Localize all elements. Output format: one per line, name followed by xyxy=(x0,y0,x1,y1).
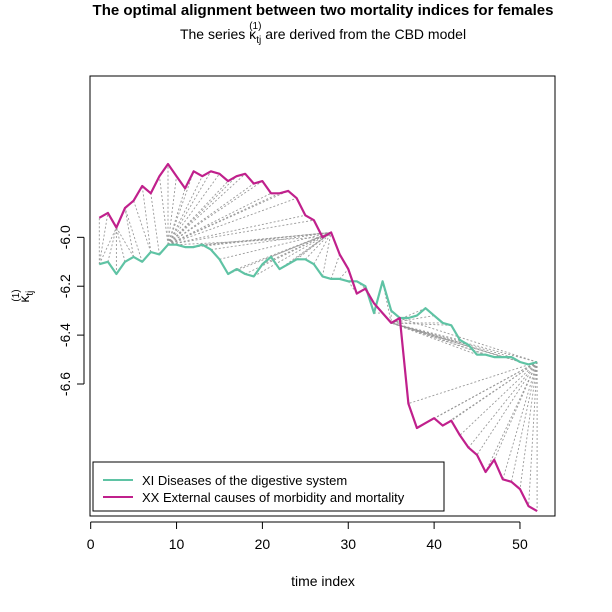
alignment-line xyxy=(391,322,478,356)
y-tick-label: -6.6 xyxy=(57,372,73,396)
alignment-line xyxy=(339,268,349,280)
y-tick-label: -6.0 xyxy=(57,225,73,249)
alignment-line xyxy=(528,361,538,507)
alignment-line xyxy=(167,190,289,246)
alignment-line xyxy=(167,175,203,245)
y-tick-label: -6.4 xyxy=(57,323,73,347)
alignment-line xyxy=(262,231,332,265)
alignment-line xyxy=(124,207,135,257)
alignment-line xyxy=(133,200,152,253)
subtitle-prefix: The series κ xyxy=(180,26,257,42)
y-axis-title-subscript: tj xyxy=(25,291,36,296)
plot-border xyxy=(89,75,556,517)
alignment-line xyxy=(167,176,177,245)
alignment-line xyxy=(167,173,246,246)
alignment-line xyxy=(167,173,220,245)
x-tick-label: 0 xyxy=(87,536,95,552)
alignment-line xyxy=(459,361,538,436)
alignment-lines xyxy=(98,164,538,512)
alignment-line xyxy=(167,214,306,246)
x-tick-label: 30 xyxy=(340,536,356,552)
alignment-line xyxy=(202,231,332,246)
alignment-line xyxy=(124,207,143,262)
alignment-line xyxy=(270,231,332,258)
subtitle-suffix: are derived from the CBD model xyxy=(261,26,466,42)
alignment-line xyxy=(167,175,237,246)
alignment-line xyxy=(167,180,229,246)
y-tick-label: -6.2 xyxy=(57,274,73,298)
alignment-line xyxy=(167,192,272,246)
alignment-line xyxy=(98,212,109,265)
chart-subtitle: The series κtj (1) are derived from the C… xyxy=(180,21,466,46)
alignment-line xyxy=(116,227,134,258)
subtitle-subscript: tj xyxy=(256,35,261,46)
alignment-line xyxy=(150,193,160,255)
alignment-line xyxy=(391,315,435,324)
alignment-line xyxy=(107,227,117,262)
x-tick-label: 50 xyxy=(512,536,528,552)
series-line-digestive xyxy=(99,243,538,366)
alignment-line xyxy=(391,322,538,363)
alignment-line xyxy=(493,361,538,460)
series-line-external xyxy=(98,162,538,513)
alignment-line xyxy=(158,176,169,245)
alignment-line xyxy=(167,192,280,246)
alignment-line xyxy=(304,232,332,260)
alignment-line xyxy=(476,361,538,456)
y-axis: -6.6 -6.4 -6.2 -6.0 xyxy=(57,225,85,396)
alignment-line xyxy=(115,227,126,262)
alignment-line xyxy=(502,361,538,480)
legend-box xyxy=(92,461,445,512)
y-axis-title-symbol: κ xyxy=(16,295,32,303)
alignment-line xyxy=(167,183,255,246)
legend-label-digestive: XI Diseases of the digestive system xyxy=(142,473,347,488)
alignment-line xyxy=(451,361,538,422)
alignment-line xyxy=(485,361,538,473)
alignment-line xyxy=(210,231,332,251)
alignment-line xyxy=(330,254,341,280)
legend-label-external: XX External causes of morbidity and mort… xyxy=(142,490,405,505)
alignment-line xyxy=(322,232,332,277)
alignment-line xyxy=(167,197,297,246)
subtitle-superscript: (1) xyxy=(249,21,261,32)
alignment-line xyxy=(167,219,314,246)
alignment-line xyxy=(193,231,332,248)
series-lines xyxy=(98,162,538,513)
chart-title: The optimal alignment between two mortal… xyxy=(93,2,554,19)
alignment-line xyxy=(141,185,152,253)
x-axis-title: time index xyxy=(291,573,355,589)
alignment-line xyxy=(433,361,538,419)
alignment-line xyxy=(510,361,538,482)
x-axis: 0 10 20 30 40 50 xyxy=(87,521,528,552)
x-tick-label: 40 xyxy=(426,536,442,552)
alignment-line xyxy=(408,361,538,405)
alignment-line xyxy=(399,317,538,363)
alignment-line xyxy=(279,232,332,270)
alignment-line xyxy=(167,180,263,246)
alignment-line xyxy=(167,171,195,245)
x-tick-label: 20 xyxy=(255,536,271,552)
alignment-line xyxy=(219,231,332,260)
alignment-line xyxy=(98,227,117,265)
alignment-line xyxy=(227,231,332,275)
y-axis-title-superscript: (1) xyxy=(11,289,22,301)
alignment-line xyxy=(382,281,392,323)
x-tick-label: 10 xyxy=(169,536,185,552)
alignment-line xyxy=(253,232,332,277)
alignment-line xyxy=(519,361,538,490)
y-axis-title: κtj(1) xyxy=(11,289,36,302)
legend: XI Diseases of the digestive system XX E… xyxy=(92,461,445,512)
